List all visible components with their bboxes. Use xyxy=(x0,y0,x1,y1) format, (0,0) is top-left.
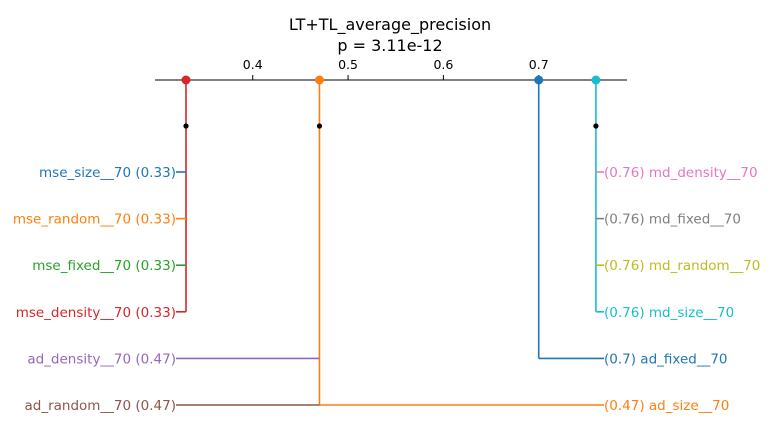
left-row-label: ad_density__70 (0.47) xyxy=(27,351,176,367)
clique-marker xyxy=(593,123,599,129)
x-axis: 0.4 0.5 0.6 0.7 xyxy=(155,57,627,81)
chart-title: LT+TL_average_precision xyxy=(289,15,491,35)
row-labels: mse_size__70 (0.33) mse_random__70 (0.33)… xyxy=(13,165,761,414)
left-row-label: ad_random__70 (0.47) xyxy=(24,398,176,414)
left-row-label: mse_density__70 (0.33) xyxy=(16,305,176,321)
right-row-label: (0.76) md_random__70 xyxy=(604,258,760,274)
group-marker xyxy=(534,75,544,85)
tick-label: 0.7 xyxy=(529,57,549,72)
clique-marker xyxy=(316,123,323,129)
right-row-label: (0.76) md_size__70 xyxy=(604,305,734,321)
right-row-label: (0.7) ad_fixed__70 xyxy=(604,351,728,367)
right-row-label: (0.76) md_density__70 xyxy=(604,165,758,181)
right-row-label: (0.76) md_fixed__70 xyxy=(604,212,741,228)
right-row-label: (0.47) ad_size__70 xyxy=(604,398,729,414)
group-marker xyxy=(314,75,324,85)
group-markers xyxy=(181,75,601,129)
group-marker xyxy=(591,75,601,85)
group-marker xyxy=(181,75,191,85)
connector-lines xyxy=(176,80,604,406)
left-row-label: mse_fixed__70 (0.33) xyxy=(32,258,176,274)
tick-label: 0.4 xyxy=(243,57,263,72)
tick-label: 0.6 xyxy=(433,57,453,72)
left-row-label: mse_random__70 (0.33) xyxy=(13,212,176,228)
chart-subtitle: p = 3.11e-12 xyxy=(337,36,442,55)
tick-label: 0.5 xyxy=(338,57,358,72)
left-row-label: mse_size__70 (0.33) xyxy=(39,165,176,181)
clique-marker xyxy=(183,123,189,129)
